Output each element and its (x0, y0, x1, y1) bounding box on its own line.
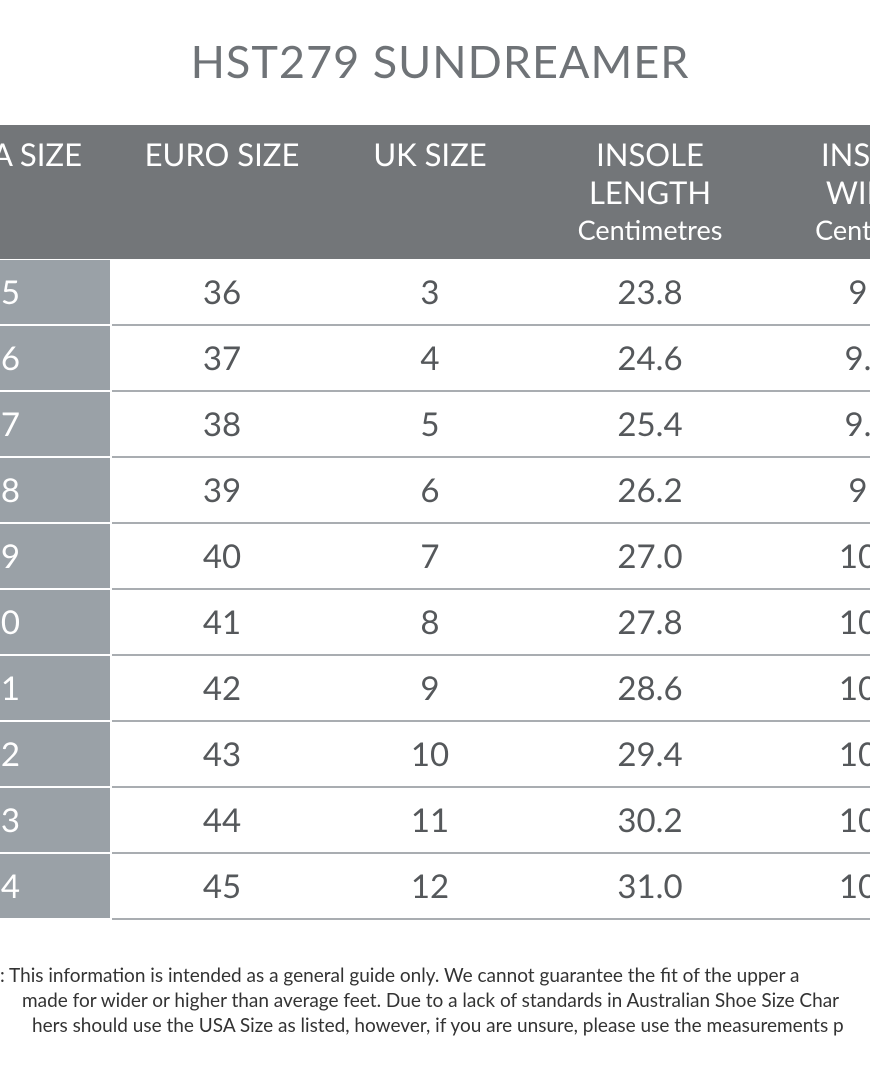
header-text: Centimetres (577, 213, 723, 246)
cell: 27.8 (617, 602, 683, 642)
cell: 10 (838, 734, 870, 774)
cell: 10 (838, 800, 870, 840)
cell: 6 (0, 338, 20, 378)
row-label-bg (0, 392, 110, 456)
cell: 3 (420, 272, 440, 312)
cell: 14 (0, 866, 20, 906)
cell: 42 (202, 668, 242, 708)
header-text: INSOLE (596, 135, 704, 173)
header-text: WID (825, 173, 870, 211)
cell: 5 (420, 404, 440, 444)
cell: 13 (0, 800, 20, 840)
note-line: : This information is intended as a gene… (0, 964, 800, 987)
header-text: UK SIZE (373, 135, 487, 173)
cell: 31.0 (617, 866, 683, 906)
cell: 9 (848, 272, 868, 312)
row-label-bg (0, 722, 110, 786)
cell: 11 (410, 800, 450, 840)
row-line (112, 324, 870, 326)
header-cell: UK SIZE (320, 135, 540, 173)
row-line (112, 654, 870, 656)
row-label-bg (0, 260, 110, 324)
cell: 29.4 (617, 734, 683, 774)
cell: 26.2 (617, 470, 683, 510)
header-text: LENGTH (588, 173, 712, 211)
cell: 11 (0, 668, 20, 708)
cell: 24.6 (617, 338, 683, 378)
row-line (112, 390, 870, 392)
cell: 9 (420, 668, 440, 708)
cell: 10 (838, 866, 870, 906)
table-header (0, 125, 870, 259)
cell: 40 (202, 536, 242, 576)
cell: 7 (0, 404, 20, 444)
header-text: A SIZE (0, 135, 82, 173)
header-text: EURO SIZE (144, 135, 300, 173)
cell: 10 (838, 668, 870, 708)
cell: 10 (0, 602, 20, 642)
row-line (112, 588, 870, 590)
cell: 9. (844, 338, 870, 378)
header-cell: A SIZE (0, 135, 82, 173)
header-cell: EURO SIZE (112, 135, 332, 173)
cell: 9. (844, 404, 870, 444)
cell: 45 (202, 866, 242, 906)
cell: 36 (202, 272, 242, 312)
cell: 25.4 (617, 404, 683, 444)
cell: 39 (202, 470, 242, 510)
note-line: hers should use the USA Size as listed, … (32, 1014, 844, 1037)
cell: 43 (202, 734, 242, 774)
row-label-bg (0, 524, 110, 588)
row-label-bg (0, 656, 110, 720)
cell: 10 (838, 602, 870, 642)
row-line (112, 456, 870, 458)
cell: 28.6 (617, 668, 683, 708)
cell: 12 (0, 734, 20, 774)
cell: 8 (0, 470, 20, 510)
row-line (112, 852, 870, 854)
cell: 4 (420, 338, 440, 378)
row-label-bg (0, 326, 110, 390)
cell: 7 (420, 536, 440, 576)
row-line (112, 918, 870, 920)
cell: 38 (202, 404, 242, 444)
cell: 41 (202, 602, 242, 642)
cell: 9 (0, 536, 20, 576)
header-cell: INSOLE LENGTH Centimetres (540, 135, 760, 249)
cell: 44 (202, 800, 242, 840)
header-text: Centim (815, 213, 870, 246)
cell: 12 (410, 866, 450, 906)
header-text: INSO (821, 135, 870, 173)
cell: 10 (410, 734, 450, 774)
row-label-bg (0, 788, 110, 852)
cell: 6 (420, 470, 440, 510)
row-line (112, 720, 870, 722)
row-label-bg (0, 854, 110, 918)
cell: 5 (0, 272, 20, 312)
cell: 30.2 (617, 800, 683, 840)
cell: 27.0 (617, 536, 683, 576)
row-label-bg (0, 458, 110, 522)
cell: 8 (420, 602, 440, 642)
note-line: made for wider or higher than average fe… (22, 989, 840, 1012)
row-line (112, 522, 870, 524)
row-label-bg (0, 590, 110, 654)
cell: 9 (848, 470, 868, 510)
header-cell: INSOWIDCentim (748, 135, 870, 249)
cell: 37 (202, 338, 242, 378)
cell: 23.8 (617, 272, 683, 312)
row-line (112, 786, 870, 788)
cell: 10 (838, 536, 870, 576)
title: HST279 SUNDREAMER (190, 34, 690, 88)
